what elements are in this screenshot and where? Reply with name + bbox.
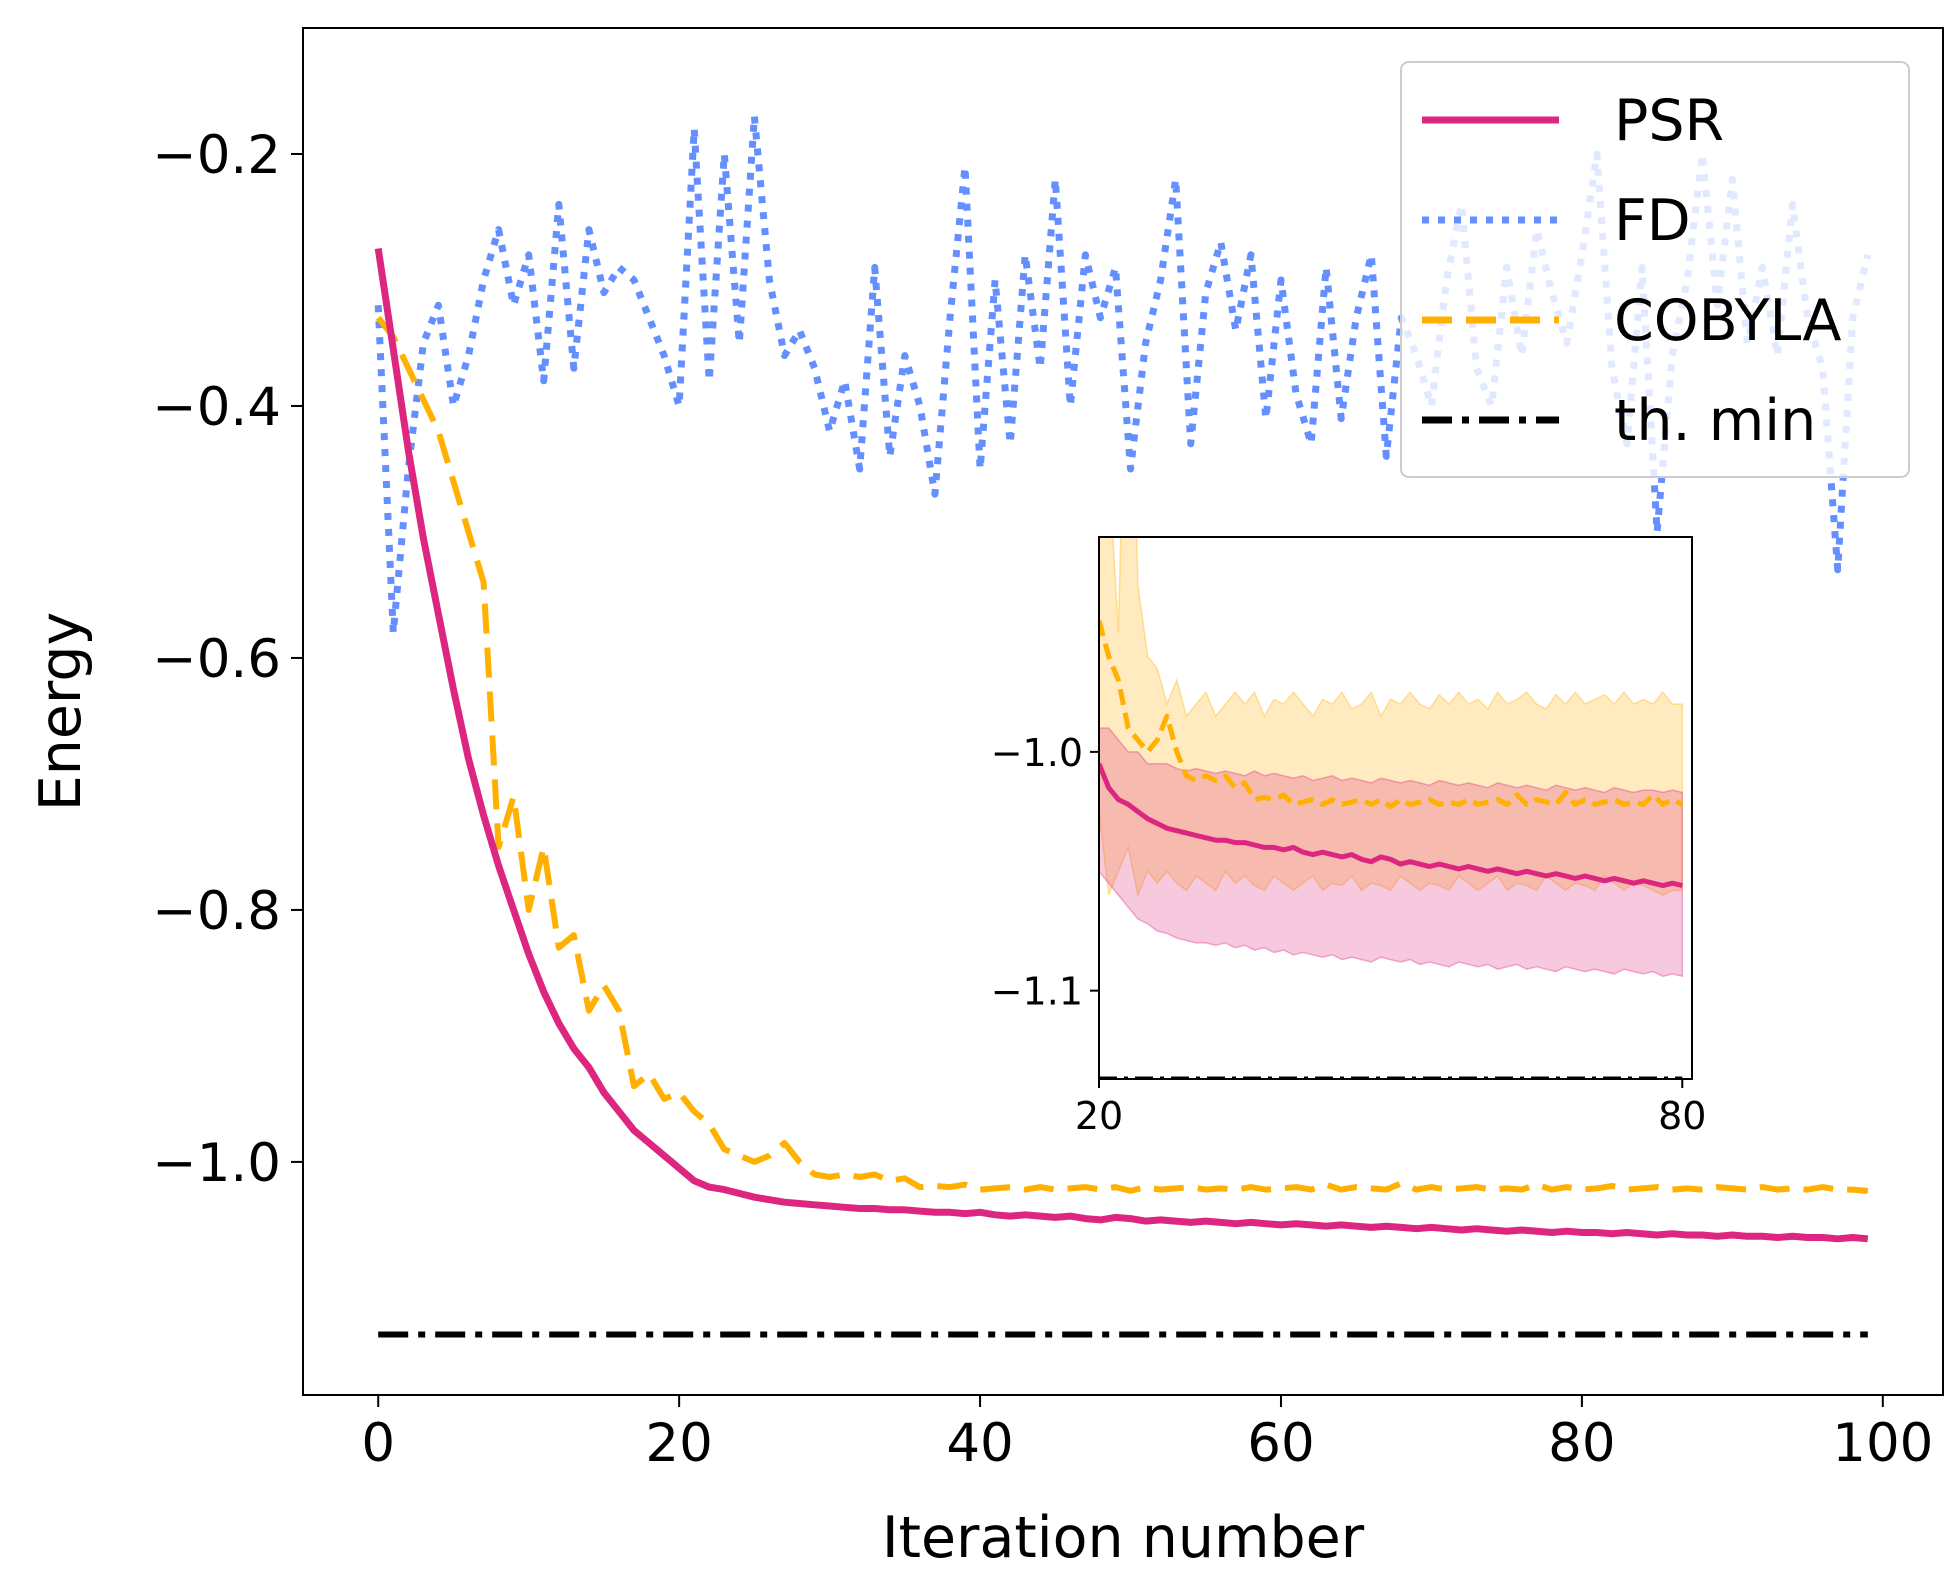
- main-plot-area: [374, 112, 1872, 1338]
- y-tick-label: −0.4: [152, 377, 281, 438]
- inset-y-tick-label: −1.0: [991, 731, 1083, 775]
- x-tick-label: 20: [645, 1413, 712, 1474]
- y-tick-label: −1.0: [152, 1133, 281, 1194]
- inset-y-tick-label: −1.1: [991, 970, 1083, 1014]
- x-tick-label: 0: [361, 1413, 395, 1474]
- x-tick-label: 80: [1548, 1413, 1615, 1474]
- y-tick-label: −0.8: [152, 881, 281, 942]
- inset-series-line-cobyla: [1099, 619, 1684, 810]
- inset-plot: 20 80 −1.0 −1.1: [991, 536, 1706, 1138]
- main-axes-frame: [302, 27, 1944, 1396]
- inset-series-line-psr: [1099, 762, 1683, 889]
- main-axes: 0 20 40 60 80 100 −0.2 −0.4 −0.6 −0.8 −1.0 Iteratio…: [28, 27, 1944, 1571]
- x-axis-label: Iteration number: [882, 1505, 1365, 1571]
- legend: PSR FD COBYLA th. min: [1400, 61, 1910, 478]
- series-line-cobyla: [375, 315, 1869, 1194]
- x-tick-label: 60: [1247, 1413, 1314, 1474]
- inset-band-psr: [1099, 727, 1684, 978]
- y-axis-label: Energy: [28, 612, 94, 812]
- legend-label: FD: [1614, 188, 1691, 254]
- inset-background: [1099, 537, 1692, 1079]
- inset-frame: [1098, 536, 1693, 1080]
- inset-band-cobyla: [1099, 537, 1684, 898]
- inset-plot-area: [1099, 537, 1684, 1079]
- y-tick-label: −0.2: [152, 125, 281, 186]
- inset-x-tick-label: 80: [1658, 1094, 1706, 1138]
- legend-label: th. min: [1614, 388, 1816, 454]
- x-tick-label: 100: [1832, 1413, 1933, 1474]
- inset-x-tick-label: 20: [1075, 1094, 1123, 1138]
- y-tick-label: −0.6: [152, 629, 281, 690]
- legend-box: [1400, 61, 1910, 478]
- legend-label: COBYLA: [1614, 288, 1842, 354]
- x-tick-label: 40: [946, 1413, 1013, 1474]
- legend-label: PSR: [1614, 88, 1724, 154]
- series-line-psr: [374, 247, 1869, 1243]
